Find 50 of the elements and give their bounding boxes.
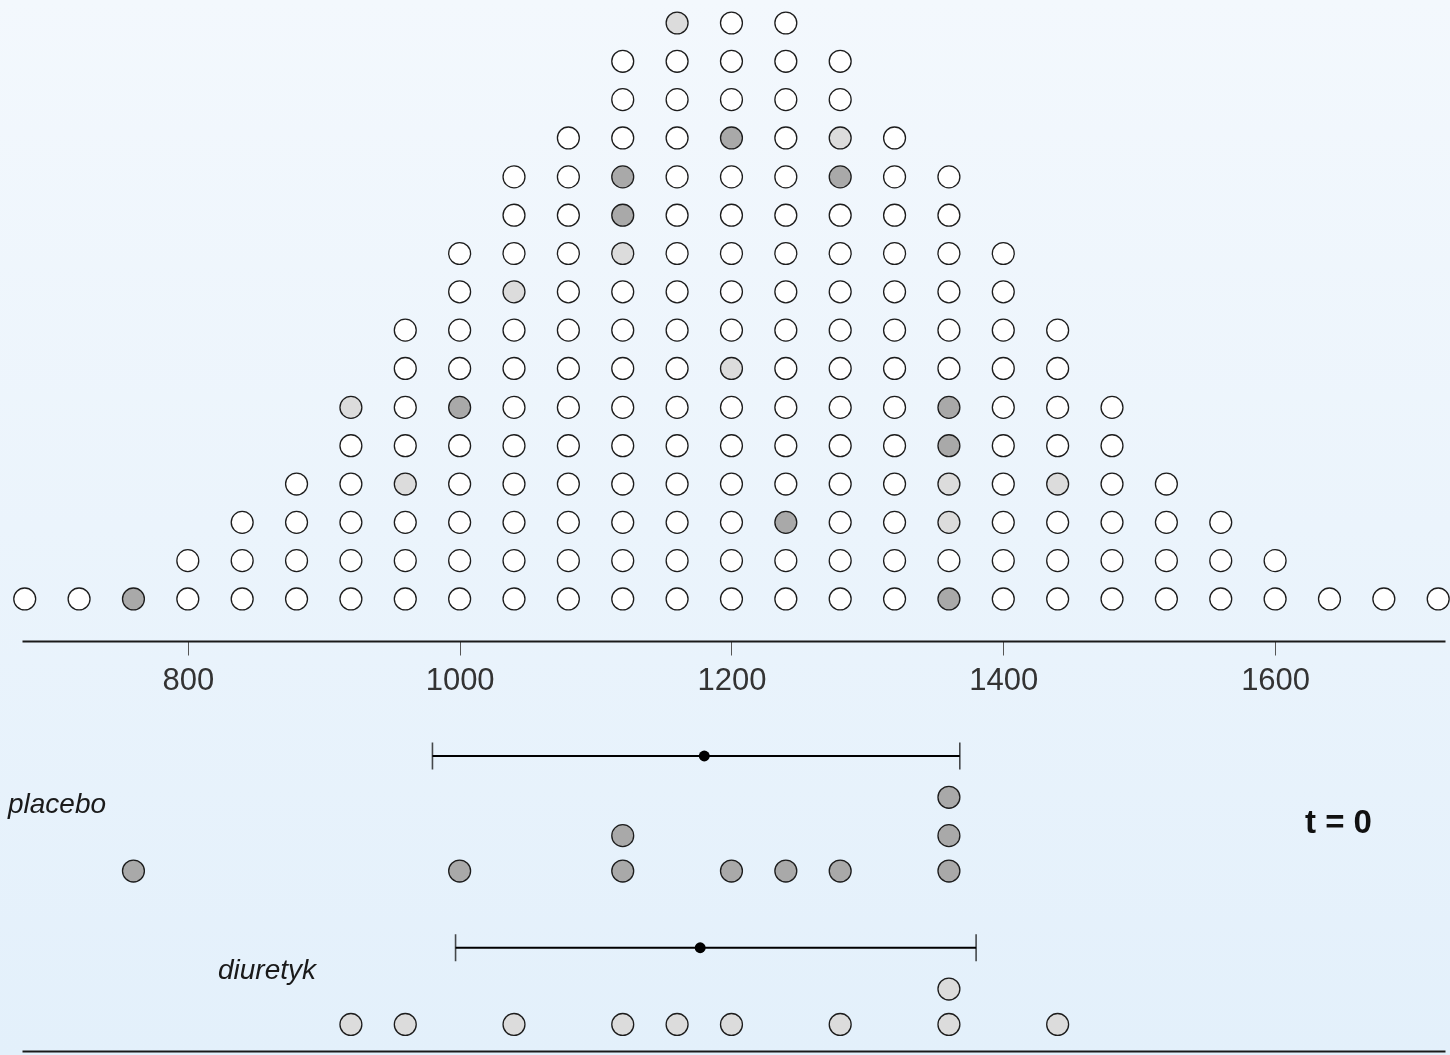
point <box>339 1012 363 1037</box>
point <box>937 472 961 496</box>
point <box>1046 472 1070 496</box>
point <box>937 1012 961 1037</box>
point <box>611 859 635 883</box>
point <box>937 859 961 883</box>
point <box>937 824 961 848</box>
x-tick-label: 1600 <box>1241 661 1311 697</box>
point <box>611 824 635 848</box>
point <box>937 395 961 419</box>
point <box>719 356 744 381</box>
point <box>774 510 798 534</box>
point <box>393 472 417 496</box>
x-tick-label: 1400 <box>969 661 1039 697</box>
x-tick-label: 1000 <box>425 661 495 697</box>
point <box>121 587 146 611</box>
x-tick-label: 800 <box>162 661 215 697</box>
point <box>611 241 635 266</box>
point <box>774 859 798 883</box>
point <box>719 126 744 150</box>
point <box>698 750 710 762</box>
point <box>393 1012 417 1037</box>
point <box>121 859 146 883</box>
x-tick-label: 1200 <box>697 661 767 697</box>
point <box>448 395 472 419</box>
point <box>665 1012 689 1037</box>
point <box>665 11 689 35</box>
point <box>719 1012 744 1037</box>
point <box>937 977 961 1001</box>
point <box>937 510 961 534</box>
point <box>502 1012 526 1037</box>
point <box>828 165 852 189</box>
point <box>611 1012 635 1037</box>
annotation: t = 0 <box>1305 803 1372 840</box>
series-label: diuretyk <box>218 954 319 985</box>
point <box>448 859 472 883</box>
point <box>828 126 852 150</box>
point <box>937 434 961 458</box>
series-label: placebo <box>7 788 107 819</box>
point <box>611 203 635 227</box>
point <box>339 395 363 419</box>
point <box>611 165 635 189</box>
point <box>828 859 852 883</box>
point <box>937 587 961 611</box>
point <box>1046 1012 1070 1037</box>
point <box>719 859 744 883</box>
point <box>694 942 706 954</box>
point <box>937 785 961 809</box>
point <box>502 280 526 304</box>
point <box>828 1012 852 1037</box>
